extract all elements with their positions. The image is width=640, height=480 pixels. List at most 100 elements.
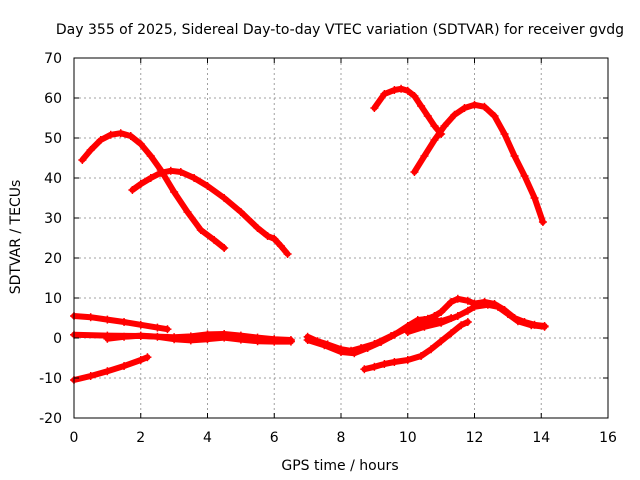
data-point [410,168,419,176]
series-line-arc-3 [371,85,445,137]
data-point [510,152,519,160]
data-point [427,345,436,354]
data-point [420,322,429,331]
chart-title: Day 355 of 2025, Sidereal Day-to-day VTE… [56,22,624,38]
data-point [190,174,199,182]
data-point [120,332,129,341]
data-point [460,104,469,112]
data-point [103,367,112,376]
data-point [86,313,95,322]
data-point [116,129,125,138]
series-line-arc-4 [411,101,546,225]
data-point [447,298,456,306]
y-tick-label: 70 [44,51,62,67]
data-point [377,338,386,346]
data-point [186,336,195,345]
data-point [120,318,129,326]
data-point [183,208,192,216]
data-point [103,315,112,324]
data-point [203,182,212,190]
data-point [136,356,145,364]
x-tick-label: 2 [136,430,145,446]
data-point [128,186,137,194]
data-point [437,337,446,346]
data-point [236,208,245,216]
data-point [253,337,262,346]
data-point [423,112,432,120]
data-point [120,362,129,370]
data-point [520,172,529,180]
ticks: 0 2 4 6 8 10 12 14 16 -20 -10 0 10 20 30 40 50 60 70 [39,51,617,446]
y-tick-label: -10 [39,371,62,387]
data-point [463,306,472,315]
data-point [420,152,429,160]
data-point [153,332,162,341]
data-point [403,86,412,95]
data-point [283,250,292,258]
data-point [410,92,419,100]
data-point [220,194,229,202]
grid [74,58,608,418]
data-point [236,335,245,344]
data-point [143,353,152,362]
x-tick-label: 8 [337,430,346,446]
data-point [106,130,115,139]
data-point [86,146,95,154]
data-point [510,314,519,322]
x-tick-label: 4 [203,430,212,446]
data-point [520,318,529,326]
y-tick-label: 0 [53,331,62,347]
data-point [170,335,179,344]
data-point [303,336,312,344]
data-point [78,156,87,164]
data-point [270,337,279,346]
data-point [463,318,472,326]
y-tick-label: 30 [44,211,62,227]
data-point [96,136,105,144]
data-point [136,331,145,340]
data-point [103,334,112,343]
data-point [146,152,155,160]
data-point [490,300,499,308]
data-point [530,194,539,202]
y-tick-label: 10 [44,291,62,307]
data-point [360,365,369,374]
data-point [430,136,439,144]
data-point [146,174,155,182]
data-point [370,104,379,112]
data-point [430,122,439,130]
data-point [437,318,446,327]
x-tick-label: 16 [599,430,617,446]
data-point [380,90,389,98]
data-point [390,358,399,366]
data-point [453,294,462,303]
data-point [397,84,406,93]
data-point [417,352,426,360]
data-point [196,226,205,234]
y-tick-label: 20 [44,251,62,267]
data-point [380,360,389,368]
data-point [500,306,509,314]
data-point [253,224,262,232]
y-tick-label: 60 [44,91,62,107]
data-point [447,329,456,338]
data-point [176,168,185,176]
x-tick-label: 6 [270,430,279,446]
data-point [270,234,279,243]
y-tick-label: -20 [39,411,62,427]
data-point [417,102,426,110]
y-axis-label: SDTVAR / TECUs [8,180,24,295]
data-point [263,232,272,240]
data-point [440,122,449,130]
data-point [163,325,172,334]
data-point [420,316,429,324]
data-point [403,356,412,364]
data-point [413,316,422,324]
data-point [286,337,295,346]
data-point [86,372,95,380]
x-tick-label: 12 [466,430,484,446]
data-point [136,140,145,148]
data-point [153,323,162,332]
